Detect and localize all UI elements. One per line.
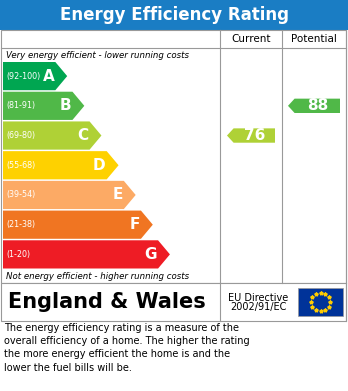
Text: Potential: Potential <box>291 34 337 44</box>
Text: (92-100): (92-100) <box>6 72 40 81</box>
Polygon shape <box>3 122 101 150</box>
Text: Energy Efficiency Rating: Energy Efficiency Rating <box>60 6 288 24</box>
Text: 88: 88 <box>307 98 329 113</box>
Text: A: A <box>42 68 54 84</box>
Text: England & Wales: England & Wales <box>8 292 206 312</box>
Bar <box>298 288 343 316</box>
Text: (39-54): (39-54) <box>6 190 35 199</box>
Bar <box>1 30 346 283</box>
Text: Very energy efficient - lower running costs: Very energy efficient - lower running co… <box>6 50 189 59</box>
Polygon shape <box>288 99 340 113</box>
Polygon shape <box>3 240 170 269</box>
Text: G: G <box>144 247 157 262</box>
Text: (81-91): (81-91) <box>6 101 35 110</box>
Text: D: D <box>93 158 106 173</box>
Bar <box>0 0 348 30</box>
Bar <box>1 283 346 321</box>
Text: C: C <box>78 128 89 143</box>
Polygon shape <box>3 181 136 209</box>
Polygon shape <box>227 128 275 143</box>
Text: 2002/91/EC: 2002/91/EC <box>230 302 286 312</box>
Text: The energy efficiency rating is a measure of the
overall efficiency of a home. T: The energy efficiency rating is a measur… <box>4 323 250 373</box>
Polygon shape <box>3 92 84 120</box>
Text: (21-38): (21-38) <box>6 220 35 229</box>
Text: 76: 76 <box>244 128 266 143</box>
Text: Current: Current <box>231 34 271 44</box>
Text: (55-68): (55-68) <box>6 161 35 170</box>
Text: F: F <box>129 217 140 232</box>
Text: EU Directive: EU Directive <box>228 293 288 303</box>
Polygon shape <box>3 151 119 179</box>
Text: Not energy efficient - higher running costs: Not energy efficient - higher running co… <box>6 272 189 281</box>
Text: B: B <box>60 98 71 113</box>
Polygon shape <box>3 211 153 239</box>
Polygon shape <box>3 62 67 90</box>
Text: (1-20): (1-20) <box>6 250 30 259</box>
Text: (69-80): (69-80) <box>6 131 35 140</box>
Text: E: E <box>112 187 123 203</box>
